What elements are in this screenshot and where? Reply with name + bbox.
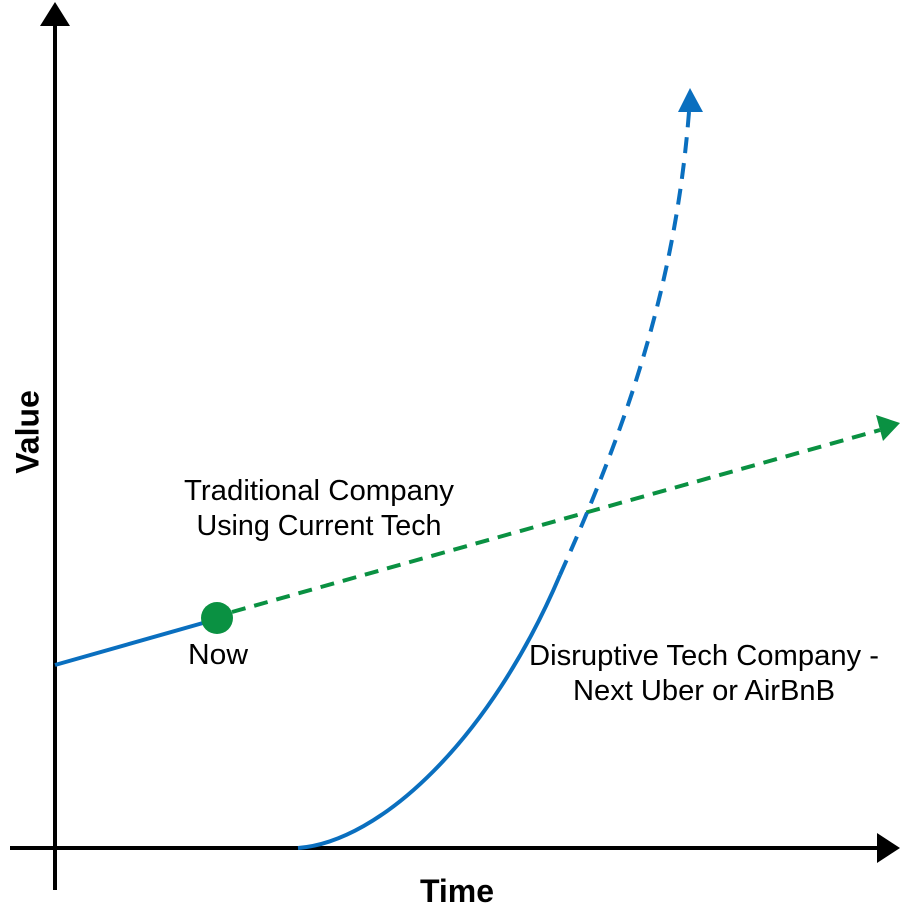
now-label: Now (188, 639, 249, 671)
y-axis-arrow (40, 2, 70, 26)
traditional-projection (231, 428, 881, 614)
disruptive-projection (558, 111, 691, 576)
traditional-label: Using Current Tech (197, 510, 442, 542)
now-marker (201, 602, 233, 634)
x-axis-label: Time (420, 873, 494, 909)
disruptive-arrow (678, 88, 703, 112)
traditional-arrow (876, 415, 900, 441)
x-axis-arrow (877, 833, 900, 863)
disruptive-curve (297, 574, 562, 850)
disruptive-label: Next Uber or AirBnB (573, 675, 835, 707)
traditional-line (54, 619, 211, 667)
traditional-label: Traditional Company (184, 475, 455, 507)
disruptive-label: Disruptive Tech Company - (529, 640, 879, 672)
y-axis-label: Value (9, 390, 45, 474)
